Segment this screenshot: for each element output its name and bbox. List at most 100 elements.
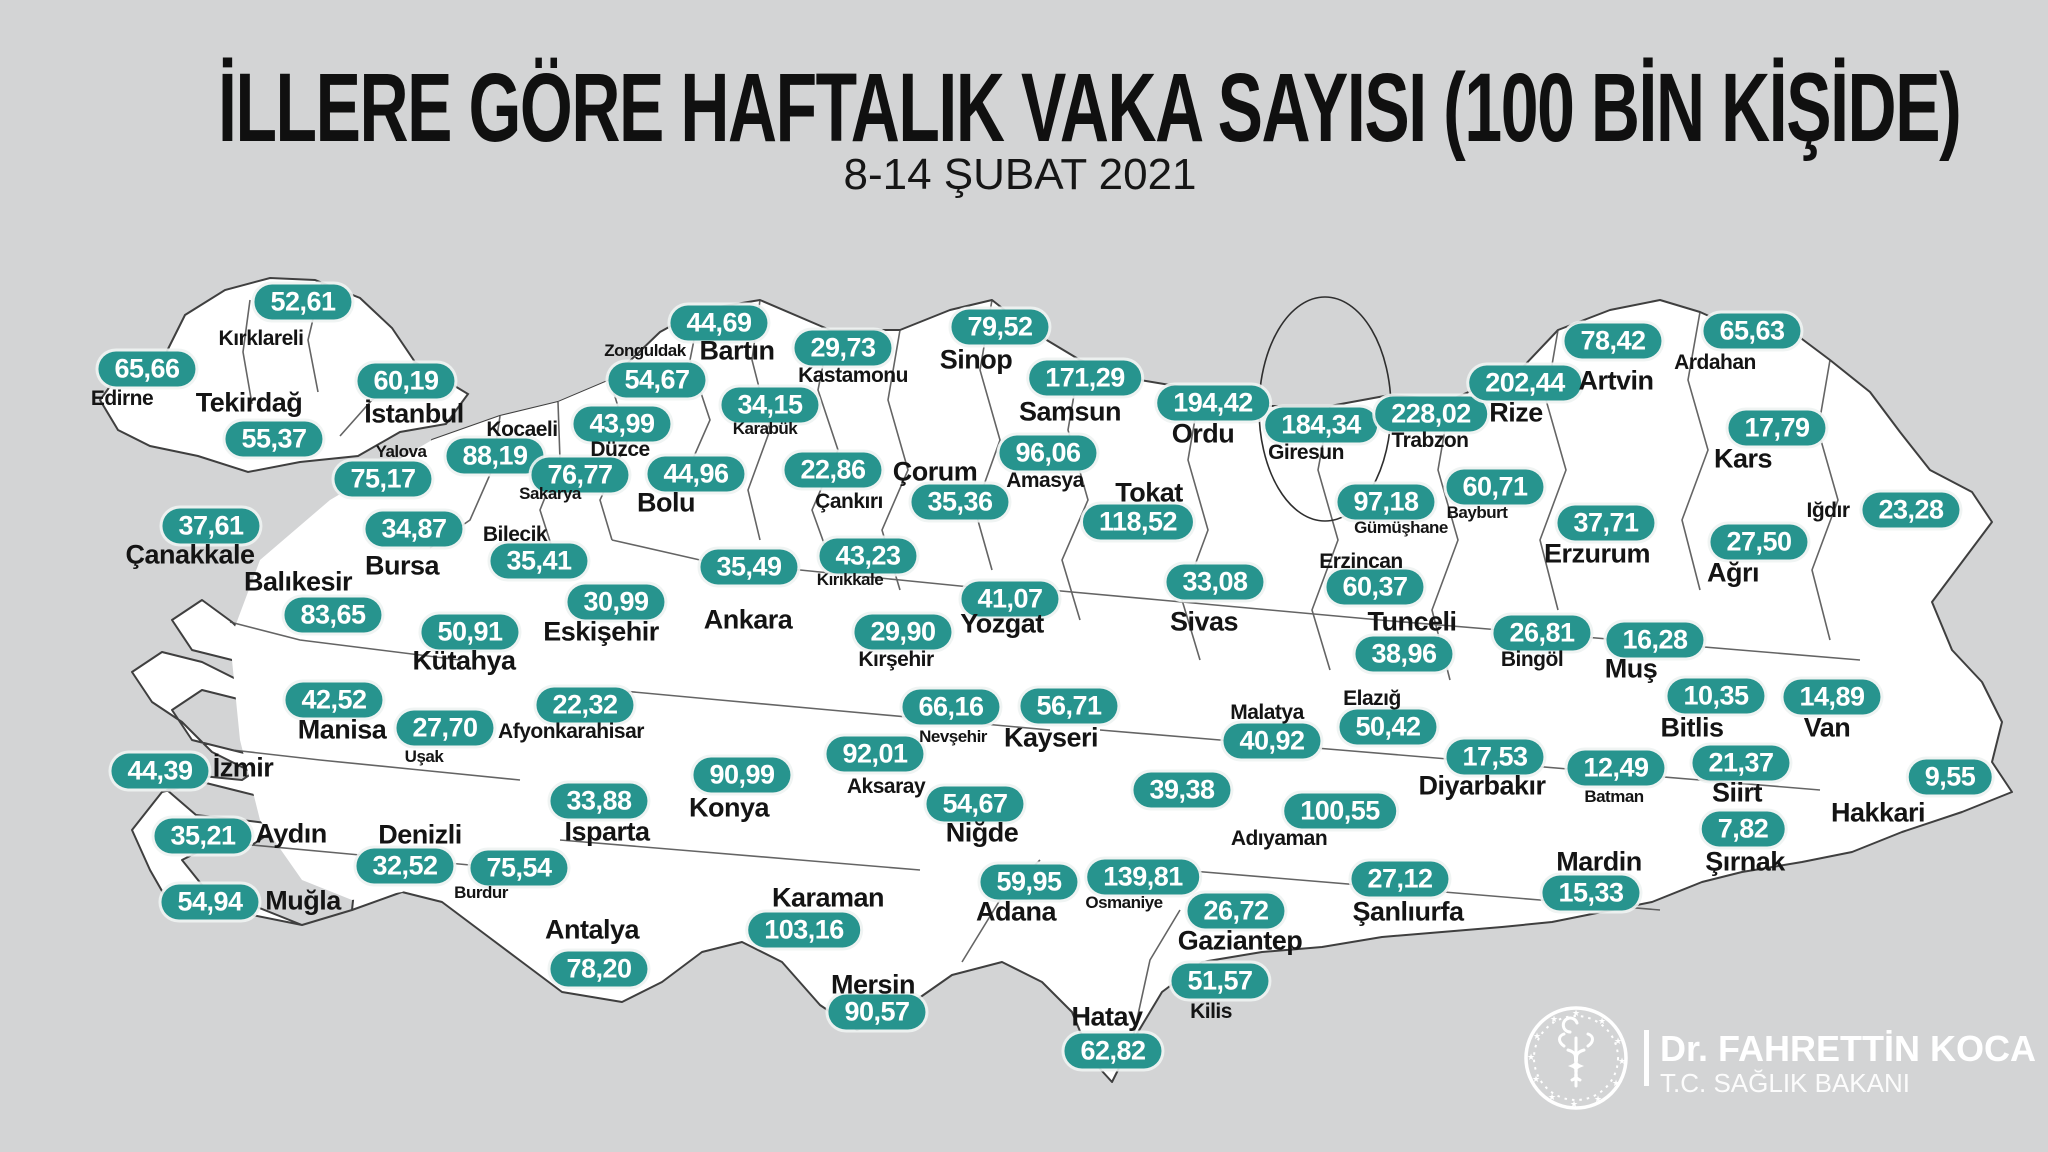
province-label: Rize [1489, 397, 1543, 428]
province-label: Konya [688, 792, 770, 823]
svg-text:★: ★ [1612, 1079, 1620, 1089]
province-badge: 7,82 [1701, 811, 1785, 847]
svg-text:★: ★ [1533, 1032, 1541, 1042]
province-badge: 9,55 [1908, 759, 1992, 795]
province-label: Düzce [590, 438, 650, 461]
province-badge: 139,81 [1087, 859, 1199, 895]
anatolia-west-fill [230, 380, 612, 900]
province-badge: 33,88 [550, 783, 648, 819]
province-badge: 29,73 [794, 330, 892, 366]
province-label: Iğdır [1806, 499, 1851, 522]
province-badge: 56,71 [1020, 688, 1118, 724]
province-label: Kırşehir [858, 648, 934, 671]
province-label: Trabzon [1391, 429, 1469, 452]
province-label: İzmir [212, 752, 274, 783]
province-badge: 37,71 [1557, 505, 1655, 541]
province-badge: 66,16 [902, 689, 1000, 725]
province-label: Muş [1604, 653, 1658, 684]
province-label: Osmaniye [1085, 893, 1163, 912]
province-label: Ağrı [1707, 557, 1760, 588]
province-badge: 65,66 [98, 351, 196, 387]
province-badge: 50,91 [421, 614, 519, 650]
province-label: Mardin [1556, 846, 1642, 877]
province-badge: 90,57 [828, 994, 926, 1030]
signature-divider [1644, 1030, 1649, 1086]
province-badge: 43,23 [819, 538, 917, 574]
province-label: Muğla [265, 885, 341, 916]
province-label: Ordu [1171, 418, 1235, 449]
province-label: Aydın [255, 818, 327, 849]
svg-text:★: ★ [1570, 1100, 1578, 1110]
province-badge: 17,53 [1446, 739, 1544, 775]
svg-text:★: ★ [1614, 1037, 1622, 1047]
province-label: Yozgat [960, 608, 1044, 639]
province-badge: 26,72 [1187, 893, 1285, 929]
province-badge: 26,81 [1493, 615, 1591, 651]
province-label: Denizli [378, 819, 462, 850]
province-label: Ankara [703, 604, 793, 635]
province-badge: 17,79 [1728, 410, 1826, 446]
province-badge: 96,06 [999, 435, 1097, 471]
province-badge: 103,16 [748, 912, 860, 948]
province-label: Tekirdağ [195, 387, 303, 418]
province-label: Balıkesir [243, 566, 353, 597]
province-label: Bitlis [1660, 712, 1724, 743]
province-badge: 30,99 [567, 584, 665, 620]
province-label: Yalova [375, 442, 427, 461]
province-badge: 88,19 [446, 438, 544, 474]
province-label: Çorum [892, 456, 978, 487]
province-badge: 202,44 [1469, 365, 1581, 401]
svg-text:★: ★ [1594, 1095, 1602, 1105]
province-badge: 42,52 [285, 682, 383, 718]
province-label: Bursa [364, 550, 440, 581]
province-label: Niğde [945, 817, 1019, 848]
province-badge: 22,32 [536, 687, 634, 723]
province-badge: 21,37 [1692, 745, 1790, 781]
province-badge: 40,92 [1223, 723, 1321, 759]
province-label: Samsun [1018, 396, 1122, 427]
province-badge: 10,35 [1667, 678, 1765, 714]
minister-role: T.C. SAĞLIK BAKANI [1660, 1068, 1910, 1098]
province-label: Diyarbakır [1418, 770, 1546, 801]
province-badge: 75,54 [470, 850, 568, 886]
province-label: Malatya [1230, 701, 1304, 724]
province-badge: 14,89 [1783, 679, 1881, 715]
province-label: Artvin [1578, 365, 1654, 396]
province-label: Kayseri [1003, 722, 1099, 753]
province-label: Erzincan [1319, 550, 1403, 573]
province-badge: 52,61 [254, 284, 352, 320]
province-badge: 97,18 [1337, 484, 1435, 520]
province-label: Antalya [544, 914, 640, 945]
province-label: Tunceli [1367, 606, 1457, 637]
province-label: Giresun [1268, 441, 1344, 464]
minister-name: Dr. FAHRETTİN KOCA [1660, 1028, 2037, 1069]
province-label: Hakkari [1830, 797, 1926, 828]
province-badge: 12,49 [1567, 750, 1665, 786]
province-label: Uşak [404, 747, 444, 766]
province-badge: 35,41 [490, 543, 588, 579]
province-badge: 35,36 [911, 484, 1009, 520]
svg-text:★: ★ [1532, 1075, 1540, 1085]
province-badge: 83,65 [284, 597, 382, 633]
province-badge: 27,50 [1710, 524, 1808, 560]
province-badge: 171,29 [1029, 360, 1141, 396]
province-label: Afyonkarahisar [498, 720, 644, 743]
province-badge: 41,07 [961, 581, 1059, 617]
province-label: Van [1803, 712, 1851, 743]
province-badge: 54,67 [926, 786, 1024, 822]
province-label: Burdur [454, 883, 508, 902]
province-label: Çankırı [815, 490, 883, 513]
province-label: Bilecik [482, 523, 548, 546]
province-label: Bartın [699, 335, 775, 366]
province-badge: 34,15 [721, 387, 819, 423]
province-badge: 44,39 [111, 753, 209, 789]
province-badge: 27,12 [1351, 861, 1449, 897]
province-label: Kars [1713, 443, 1773, 474]
province-badge: 184,34 [1265, 407, 1377, 443]
province-badge: 60,71 [1446, 469, 1544, 505]
province-label: Bayburt [1446, 503, 1508, 522]
province-badge: 78,42 [1564, 323, 1662, 359]
province-label: Sivas [1169, 606, 1239, 637]
province-label: Isparta [564, 816, 650, 847]
province-badge: 65,63 [1703, 313, 1801, 349]
